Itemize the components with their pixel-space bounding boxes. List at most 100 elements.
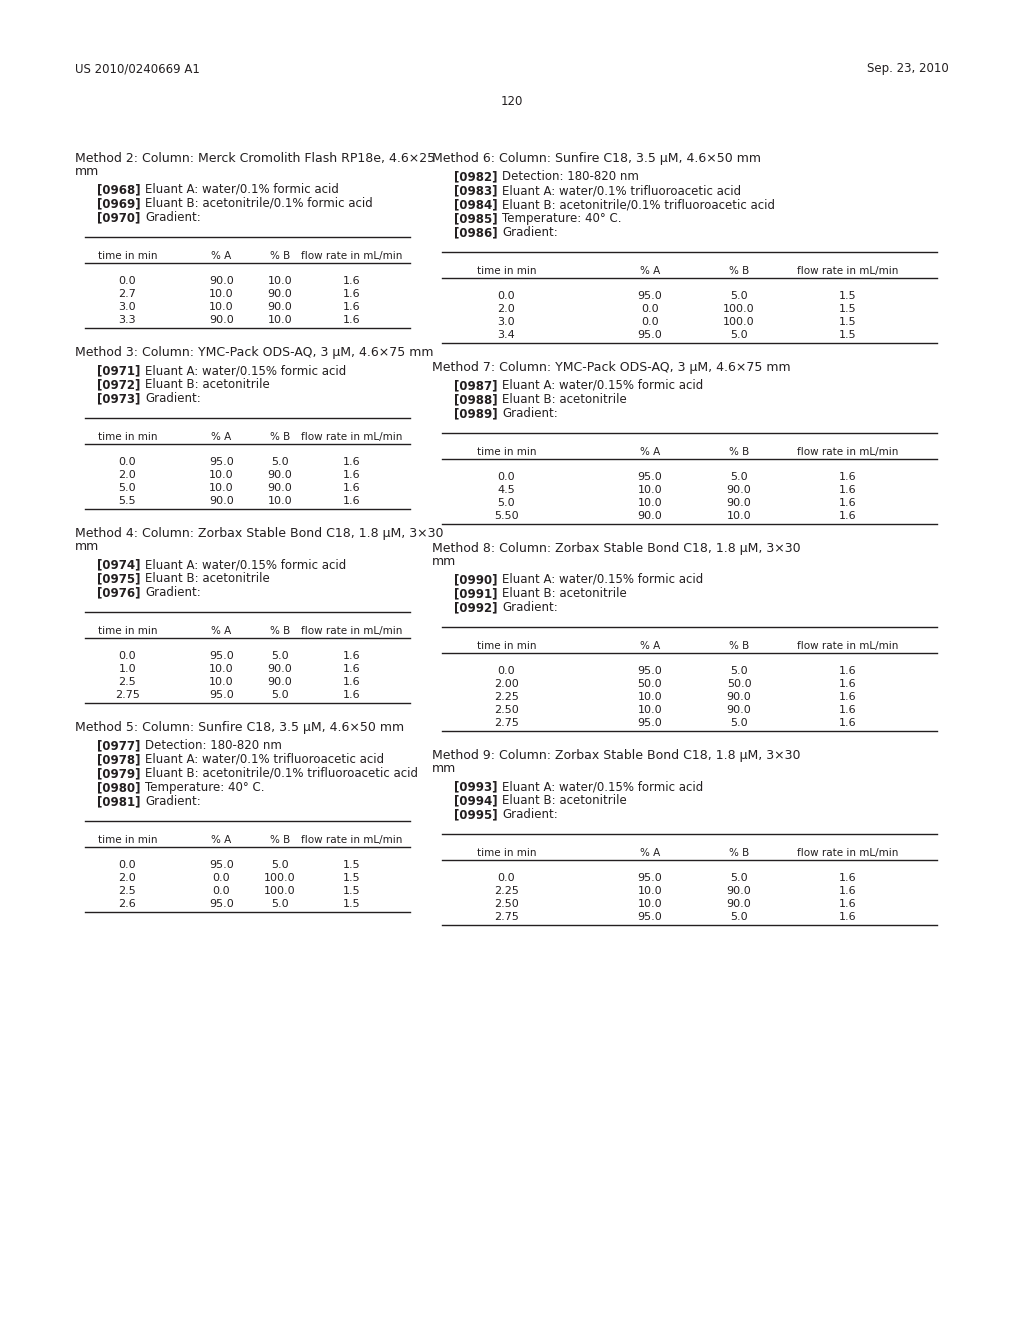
Text: time in min: time in min <box>97 251 157 261</box>
Text: Gradient:: Gradient: <box>145 392 201 405</box>
Text: 1.6: 1.6 <box>839 718 857 729</box>
Text: 95.0: 95.0 <box>209 899 233 909</box>
Text: 5.0: 5.0 <box>730 912 748 921</box>
Text: Gradient:: Gradient: <box>145 211 201 224</box>
Text: 1.5: 1.5 <box>839 304 857 314</box>
Text: 0.0: 0.0 <box>498 290 515 301</box>
Text: % A: % A <box>640 447 660 457</box>
Text: Method 4: Column: Zorbax Stable Bond C18, 1.8 μM, 3×30: Method 4: Column: Zorbax Stable Bond C18… <box>75 527 443 540</box>
Text: 2.6: 2.6 <box>119 899 136 909</box>
Text: 5.0: 5.0 <box>730 718 748 729</box>
Text: flow rate in mL/min: flow rate in mL/min <box>798 642 899 651</box>
Text: 1.6: 1.6 <box>343 302 360 312</box>
Text: flow rate in mL/min: flow rate in mL/min <box>798 847 899 858</box>
Text: 10.0: 10.0 <box>209 289 233 300</box>
Text: 1.5: 1.5 <box>343 899 360 909</box>
Text: Eluant A: water/0.15% formic acid: Eluant A: water/0.15% formic acid <box>145 558 346 572</box>
Text: % B: % B <box>729 267 750 276</box>
Text: 5.0: 5.0 <box>271 690 289 700</box>
Text: [0985]: [0985] <box>454 213 498 224</box>
Text: [0981]: [0981] <box>97 795 140 808</box>
Text: time in min: time in min <box>476 447 537 457</box>
Text: 2.25: 2.25 <box>494 886 519 896</box>
Text: 95.0: 95.0 <box>638 290 663 301</box>
Text: 10.0: 10.0 <box>209 677 233 686</box>
Text: 0.0: 0.0 <box>213 886 230 896</box>
Text: % A: % A <box>211 626 231 636</box>
Text: 100.0: 100.0 <box>723 304 755 314</box>
Text: Method 3: Column: YMC-Pack ODS-AQ, 3 μM, 4.6×75 mm: Method 3: Column: YMC-Pack ODS-AQ, 3 μM,… <box>75 346 433 359</box>
Text: time in min: time in min <box>97 836 157 845</box>
Text: [0969]: [0969] <box>97 197 140 210</box>
Text: 1.6: 1.6 <box>839 667 857 676</box>
Text: % A: % A <box>211 836 231 845</box>
Text: 1.6: 1.6 <box>343 289 360 300</box>
Text: 3.4: 3.4 <box>498 330 515 341</box>
Text: 5.0: 5.0 <box>730 873 748 883</box>
Text: 5.0: 5.0 <box>730 667 748 676</box>
Text: [0980]: [0980] <box>97 781 140 795</box>
Text: 1.6: 1.6 <box>839 498 857 508</box>
Text: US 2010/0240669 A1: US 2010/0240669 A1 <box>75 62 200 75</box>
Text: % B: % B <box>729 447 750 457</box>
Text: Gradient:: Gradient: <box>502 808 558 821</box>
Text: 5.0: 5.0 <box>119 483 136 492</box>
Text: 95.0: 95.0 <box>209 651 233 661</box>
Text: 10.0: 10.0 <box>638 498 663 508</box>
Text: 95.0: 95.0 <box>209 861 233 870</box>
Text: [0988]: [0988] <box>454 393 498 407</box>
Text: Eluant A: water/0.1% trifluoroacetic acid: Eluant A: water/0.1% trifluoroacetic aci… <box>502 183 741 197</box>
Text: [0975]: [0975] <box>97 572 140 585</box>
Text: time in min: time in min <box>476 642 537 651</box>
Text: 1.6: 1.6 <box>839 912 857 921</box>
Text: [0987]: [0987] <box>454 379 498 392</box>
Text: flow rate in mL/min: flow rate in mL/min <box>798 447 899 457</box>
Text: [0978]: [0978] <box>97 752 140 766</box>
Text: 95.0: 95.0 <box>638 667 663 676</box>
Text: 95.0: 95.0 <box>638 912 663 921</box>
Text: Eluant B: acetonitrile: Eluant B: acetonitrile <box>502 393 627 407</box>
Text: Method 8: Column: Zorbax Stable Bond C18, 1.8 μM, 3×30: Method 8: Column: Zorbax Stable Bond C18… <box>432 543 801 554</box>
Text: 3.0: 3.0 <box>498 317 515 327</box>
Text: [0971]: [0971] <box>97 364 140 378</box>
Text: 10.0: 10.0 <box>267 496 292 506</box>
Text: 1.6: 1.6 <box>839 705 857 715</box>
Text: 2.75: 2.75 <box>494 912 519 921</box>
Text: 2.0: 2.0 <box>119 470 136 480</box>
Text: 1.0: 1.0 <box>119 664 136 675</box>
Text: [0993]: [0993] <box>454 780 498 793</box>
Text: [0989]: [0989] <box>454 407 498 420</box>
Text: [0976]: [0976] <box>97 586 140 599</box>
Text: 4.5: 4.5 <box>498 484 515 495</box>
Text: 2.50: 2.50 <box>494 899 519 909</box>
Text: Gradient:: Gradient: <box>502 226 558 239</box>
Text: 1.5: 1.5 <box>343 873 360 883</box>
Text: flow rate in mL/min: flow rate in mL/min <box>301 626 402 636</box>
Text: Gradient:: Gradient: <box>145 795 201 808</box>
Text: 5.0: 5.0 <box>271 651 289 661</box>
Text: Eluant B: acetonitrile: Eluant B: acetonitrile <box>145 572 269 585</box>
Text: Gradient:: Gradient: <box>502 407 558 420</box>
Text: Eluant A: water/0.15% formic acid: Eluant A: water/0.15% formic acid <box>502 573 703 586</box>
Text: 2.5: 2.5 <box>119 886 136 896</box>
Text: 10.0: 10.0 <box>638 705 663 715</box>
Text: 2.75: 2.75 <box>494 718 519 729</box>
Text: % A: % A <box>640 267 660 276</box>
Text: 3.3: 3.3 <box>119 315 136 325</box>
Text: 3.0: 3.0 <box>119 302 136 312</box>
Text: [0970]: [0970] <box>97 211 140 224</box>
Text: 90.0: 90.0 <box>267 664 293 675</box>
Text: % B: % B <box>729 847 750 858</box>
Text: 1.6: 1.6 <box>343 496 360 506</box>
Text: 2.00: 2.00 <box>494 678 519 689</box>
Text: 100.0: 100.0 <box>264 873 296 883</box>
Text: 100.0: 100.0 <box>264 886 296 896</box>
Text: 1.6: 1.6 <box>343 457 360 467</box>
Text: [0968]: [0968] <box>97 183 140 195</box>
Text: 90.0: 90.0 <box>267 289 293 300</box>
Text: 1.6: 1.6 <box>839 886 857 896</box>
Text: 120: 120 <box>501 95 523 108</box>
Text: flow rate in mL/min: flow rate in mL/min <box>798 267 899 276</box>
Text: 10.0: 10.0 <box>727 511 752 521</box>
Text: time in min: time in min <box>476 847 537 858</box>
